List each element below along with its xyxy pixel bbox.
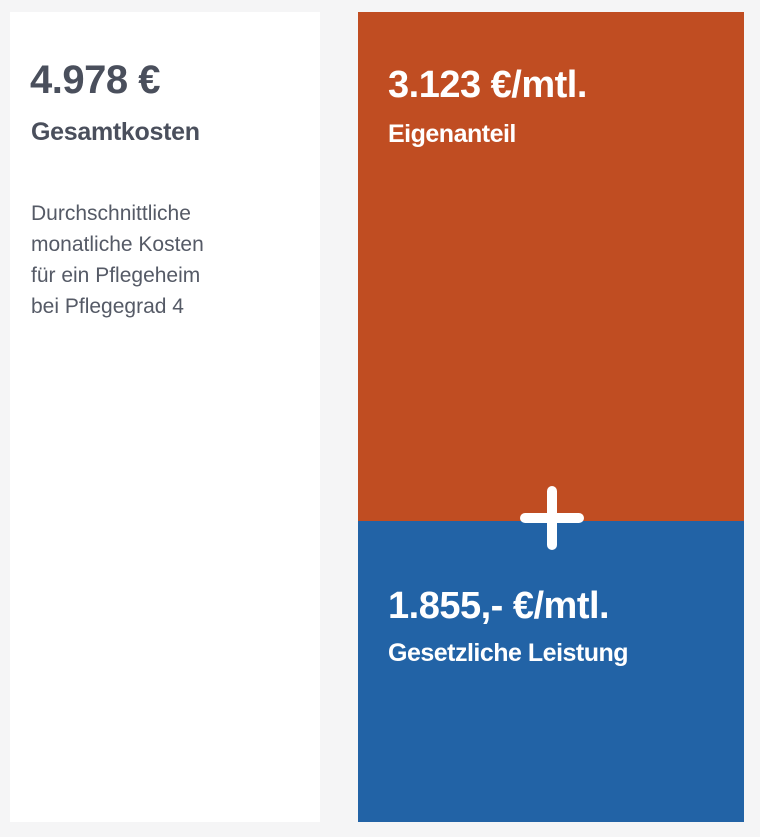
eigenanteil-label: Eigenanteil <box>388 120 516 148</box>
cost-description: Durchschnittliche monatliche Kosten für … <box>31 198 291 322</box>
description-line: monatliche Kosten <box>31 233 204 256</box>
eigenanteil-bar-segment: 3.123 €/mtl. Eigenanteil <box>358 12 744 521</box>
summary-panel <box>10 12 320 822</box>
gesetzliche-leistung-bar-segment: 1.855,- €/mtl. Gesetzliche Leistung <box>358 521 744 822</box>
total-cost-label: Gesamtkosten <box>31 118 200 146</box>
description-line: bei Pflegegrad 4 <box>31 295 184 318</box>
eigenanteil-value: 3.123 €/mtl. <box>388 64 587 106</box>
description-line: Durchschnittliche <box>31 202 191 225</box>
total-cost-value: 4.978 € <box>30 58 160 102</box>
gesetzliche-leistung-label: Gesetzliche Leistung <box>388 639 629 667</box>
plus-icon <box>520 486 584 550</box>
description-line: für ein Pflegeheim <box>31 264 201 287</box>
gesetzliche-leistung-value: 1.855,- €/mtl. <box>388 585 610 627</box>
